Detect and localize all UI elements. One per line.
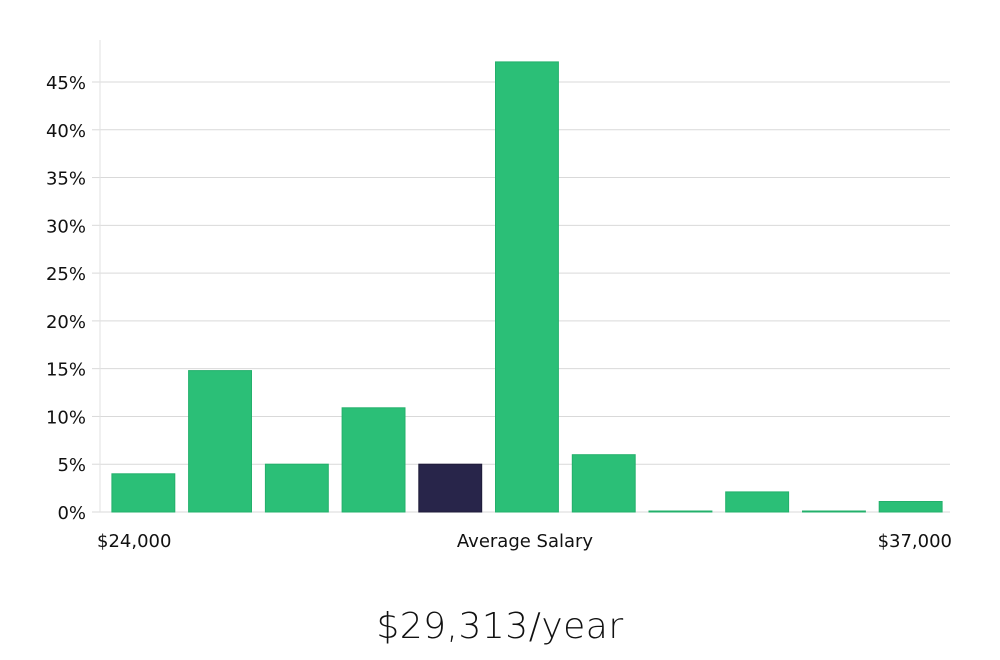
x-label-left: $24,000	[97, 531, 171, 552]
bar	[878, 501, 943, 513]
y-tick-label: 5%	[57, 455, 86, 476]
bar	[264, 463, 329, 513]
y-tick-label: 20%	[46, 312, 86, 333]
y-tick-label: 45%	[46, 73, 86, 94]
bar	[802, 510, 866, 513]
salary-histogram: 0% 5% 10% 15% 20% 25% 30% 35% 40% 45% $24,000 Ave…	[46, 40, 952, 552]
bar	[495, 61, 559, 513]
bar	[725, 491, 790, 513]
y-tick-label: 30%	[46, 216, 86, 237]
y-tick-label: 35%	[46, 169, 86, 190]
bar	[341, 407, 406, 513]
bar	[571, 454, 636, 513]
bar	[648, 510, 713, 513]
y-tick-label: 25%	[46, 264, 86, 285]
x-label-center: Average Salary	[457, 531, 594, 552]
y-tick-label: 10%	[46, 407, 86, 428]
bar-highlighted	[418, 463, 483, 513]
y-tick-label: 0%	[57, 503, 86, 524]
y-tick-label: 15%	[46, 360, 86, 381]
average-salary-value: $29,313/year	[376, 606, 624, 647]
bar	[188, 370, 253, 513]
bar	[111, 473, 176, 513]
y-axis-ticks: 0% 5% 10% 15% 20% 25% 30% 35% 40% 45%	[46, 73, 100, 524]
x-label-right: $37,000	[878, 531, 952, 552]
bars	[111, 61, 943, 513]
y-tick-label: 40%	[46, 121, 86, 142]
